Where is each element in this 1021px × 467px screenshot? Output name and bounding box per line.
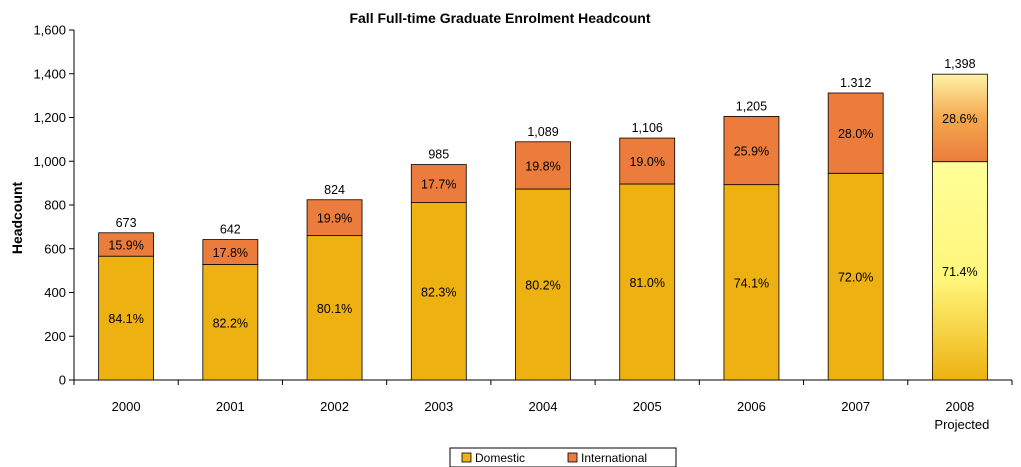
- bar-label-domestic: 80.2%: [525, 279, 560, 293]
- y-tick-label: 1,600: [33, 23, 66, 38]
- x-tick-label: 2000: [112, 399, 141, 414]
- bar-label-international: 15.9%: [108, 238, 143, 252]
- bar-international: [931, 73, 988, 163]
- bar-total-label: 1,205: [736, 99, 767, 113]
- y-tick-label: 400: [44, 285, 66, 300]
- bar-label-international: 17.7%: [421, 178, 456, 192]
- y-tick-label: 1,200: [33, 110, 66, 125]
- bar-total-label: 1,089: [527, 125, 558, 139]
- bar-label-domestic: 82.2%: [213, 316, 248, 330]
- bar-international: [723, 116, 780, 186]
- x-tick-label: 2005: [633, 399, 662, 414]
- bar-domestic: [827, 172, 884, 381]
- bar-label-domestic: 72.0%: [838, 271, 873, 285]
- bar-domestic: [931, 161, 988, 381]
- bar-total-label: 824: [324, 183, 345, 197]
- bar-label-domestic: 82.3%: [421, 285, 456, 299]
- y-ticks: 0 200 400 600 800 1,000 1,200 1,400 1,600: [33, 23, 74, 388]
- bar-international: [619, 137, 676, 185]
- y-tick-label: 0: [59, 373, 66, 388]
- bar-domestic: [306, 235, 363, 381]
- bar-label-domestic: 74.1%: [734, 276, 769, 290]
- bar-total-label: 673: [116, 216, 137, 230]
- bar-domestic: [202, 264, 259, 381]
- y-tick-label: 200: [44, 329, 66, 344]
- chart-title: Fall Full-time Graduate Enrolment Headco…: [349, 10, 650, 26]
- y-tick-label: 600: [44, 241, 66, 256]
- bar-label-international: 19.8%: [525, 159, 560, 173]
- bar-domestic: [98, 255, 155, 381]
- bar-label-international: 19.0%: [629, 155, 664, 169]
- bar-label-domestic: 81.0%: [629, 276, 664, 290]
- bar-label-international: 28.0%: [838, 127, 873, 141]
- x-tick-label: 2008: [945, 399, 974, 414]
- y-tick-label: 800: [44, 198, 66, 213]
- legend-label-domestic: Domestic: [475, 451, 525, 465]
- bar-total-label: 1,106: [632, 121, 663, 135]
- legend-frame: [449, 447, 677, 467]
- bar-total-label: 1.312: [840, 76, 871, 90]
- legend-label-international: International: [581, 451, 647, 465]
- bars: 84.1% 15.9% 673 82.2% 17.8% 642 80.1% 19.9% 824 8…: [98, 57, 988, 381]
- bar-label-domestic: 84.1%: [108, 312, 143, 326]
- legend-swatch-domestic: [461, 452, 472, 463]
- x-tick-label: 2004: [529, 399, 558, 414]
- legend-swatch-international: [567, 452, 578, 463]
- bar-international: [306, 199, 363, 237]
- x-tick-label: 2001: [216, 399, 245, 414]
- y-tick-label: 1,400: [33, 66, 66, 81]
- bar-label-international: 28.6%: [942, 112, 977, 126]
- bar-international: [827, 92, 884, 174]
- bar-domestic: [619, 183, 676, 381]
- bar-label-domestic: 80.1%: [317, 302, 352, 316]
- x-tick-label: 2003: [424, 399, 453, 414]
- bar-label-domestic: 71.4%: [942, 265, 977, 279]
- bar-total-label: 985: [428, 148, 449, 162]
- bar-domestic: [723, 184, 780, 381]
- x-tick-label: 2002: [320, 399, 349, 414]
- x-tick-sublabel: Projected: [934, 417, 989, 432]
- bar-label-international: 17.8%: [213, 246, 248, 260]
- bar-label-international: 19.9%: [317, 212, 352, 226]
- x-tick-label: 2006: [737, 399, 766, 414]
- bar-international: [515, 141, 571, 190]
- bar-international: [98, 232, 155, 257]
- bar-domestic: [410, 202, 467, 381]
- bar-total-label: 642: [220, 223, 241, 237]
- bar-label-international: 25.9%: [734, 145, 769, 159]
- bar-international: [202, 239, 259, 265]
- y-axis-label: Headcount: [9, 181, 25, 254]
- bar-international: [410, 164, 467, 203]
- bar-total-label: 1,398: [944, 57, 975, 71]
- legend: Domestic International: [449, 447, 677, 467]
- bar-domestic: [515, 188, 571, 381]
- x-ticks: 2000 2001 2002 2003 2004 2005 2006 2007 2008 Proj…: [73, 380, 1013, 432]
- x-tick-label: 2007: [841, 399, 870, 414]
- y-tick-label: 1,000: [33, 154, 66, 169]
